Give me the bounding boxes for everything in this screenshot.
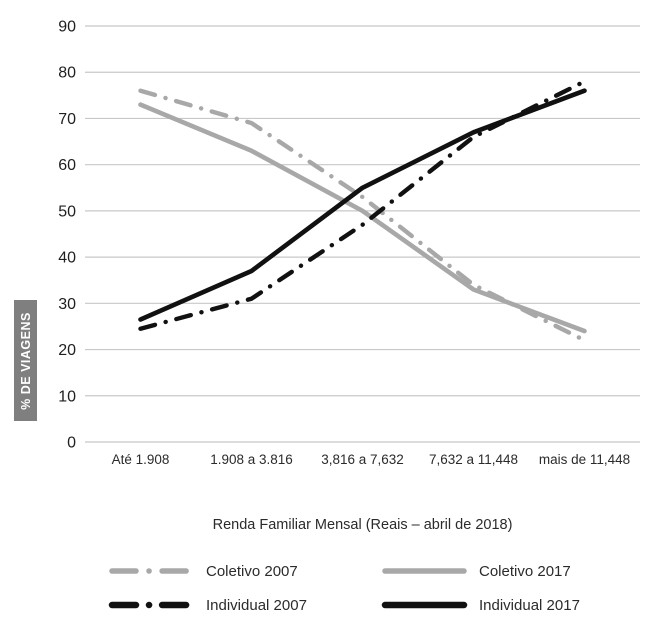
legend-swatch-coletivo-2017-icon	[382, 568, 467, 574]
x-tick-label: 1.908 a 3.816	[210, 452, 293, 467]
y-tick-label: 50	[58, 203, 76, 220]
legend-swatch-coletivo-2007-icon	[109, 568, 194, 574]
plot-area: 0 10 20 30 40 50 60 70 80 90 Até 1.908 1.908 a 3.81…	[58, 19, 640, 467]
y-tick-label: 0	[67, 435, 76, 452]
x-tick-label: 3,816 a 7,632	[321, 452, 404, 467]
series-line-individual-2017	[138, 88, 587, 322]
series-line-individual-2007	[138, 79, 587, 331]
legend-item-individual-2017: Individual 2017	[381, 592, 580, 618]
legend-label: Coletivo 2007	[206, 562, 298, 580]
x-tick-label: 7,632 a 11,448	[429, 452, 518, 467]
y-tick-label: 80	[58, 65, 76, 82]
series-line-coletivo-2007	[138, 88, 587, 343]
x-tick-label: Até 1.908	[112, 452, 170, 467]
y-tick-label: 20	[58, 342, 76, 359]
legend-swatch-individual-2007-icon	[108, 601, 195, 609]
y-tick-label: 40	[58, 250, 76, 267]
y-axis-title-box: % DE VIAGENS	[14, 300, 37, 421]
x-tick-label: mais de 11,448	[539, 452, 630, 467]
legend-swatch-individual-2017-icon	[381, 601, 468, 609]
y-tick-label: 10	[58, 388, 76, 405]
y-tick-label: 70	[58, 111, 76, 128]
legend-label: Coletivo 2017	[479, 562, 571, 580]
y-tick-label: 30	[58, 296, 76, 313]
y-tick-label: 60	[58, 157, 76, 174]
legend: Coletivo 2007 Coletivo 2017 Individual 2…	[0, 558, 661, 627]
legend-label: Individual 2007	[206, 596, 307, 614]
series-line-coletivo-2017	[138, 102, 587, 334]
x-axis-title: Renda Familiar Mensal (Reais – abril de …	[212, 517, 513, 533]
y-tick-label: 90	[58, 19, 76, 36]
legend-item-individual-2007: Individual 2007	[108, 592, 307, 618]
y-axis-title: % DE VIAGENS	[18, 311, 33, 410]
legend-item-coletivo-2007: Coletivo 2007	[108, 558, 298, 584]
legend-label: Individual 2017	[479, 596, 580, 614]
legend-item-coletivo-2017: Coletivo 2017	[381, 558, 571, 584]
